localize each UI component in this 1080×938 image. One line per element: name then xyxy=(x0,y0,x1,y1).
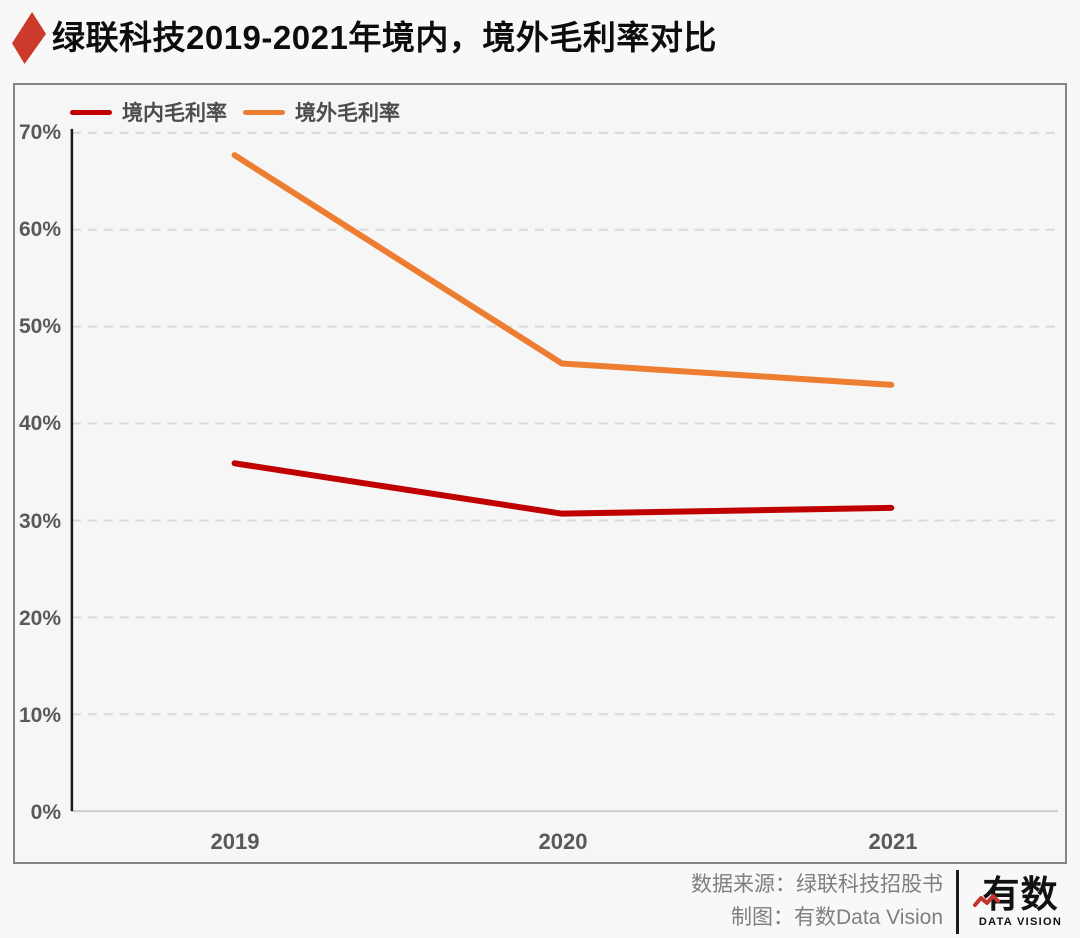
footer-divider xyxy=(956,870,959,934)
page-title: 绿联科技2019-2021年境内，境外毛利率对比 xyxy=(52,18,717,56)
x-tick-label: 2020 xyxy=(538,829,588,854)
chart-legend: 境内毛利率 境外毛利率 xyxy=(70,97,400,127)
series-line-境内毛利率 xyxy=(231,460,895,517)
legend-item-domestic: 境内毛利率 xyxy=(70,97,227,127)
legend-label-overseas: 境外毛利率 xyxy=(295,102,400,125)
overseas-line-swatch-icon xyxy=(243,109,285,115)
source-credits: 数据来源：绿联科技招股书 制图：有数Data Vision xyxy=(691,869,943,934)
chart-card: 0% 10% 20% 30% 40% 50% 60% 70% 2019 2020 2021 境内毛利… xyxy=(13,83,1067,864)
y-tick-label: 30% xyxy=(18,509,61,533)
footer: 数据来源：绿联科技招股书 制图：有数Data Vision 有数 DATA VI… xyxy=(0,866,1069,938)
line-chart xyxy=(70,128,1059,813)
y-tick-label: 40% xyxy=(18,412,61,436)
domestic-line-swatch-icon xyxy=(70,109,112,115)
y-tick-label: 0% xyxy=(30,801,61,824)
y-tick-label: 70% xyxy=(18,121,61,144)
data-vision-logo: 有数 DATA VISION xyxy=(972,876,1069,928)
header: 绿联科技2019-2021年境内，境外毛利率对比 xyxy=(12,12,717,64)
y-tick-label: 10% xyxy=(18,703,61,727)
y-tick-label: 60% xyxy=(18,218,61,242)
data-source-line: 数据来源：绿联科技招股书 xyxy=(691,873,943,897)
x-tick-label: 2019 xyxy=(210,829,260,854)
chart-credit-line: 制图：有数Data Vision xyxy=(730,906,943,929)
logo-subtitle: DATA VISION xyxy=(978,916,1063,928)
series-line-境外毛利率 xyxy=(231,152,895,388)
legend-item-overseas: 境外毛利率 xyxy=(243,97,400,127)
logo-wordmark: 有数 xyxy=(982,874,1059,915)
y-tick-label: 50% xyxy=(18,315,61,339)
line-chart-zigzag-icon xyxy=(973,894,1000,907)
legend-label-domestic: 境内毛利率 xyxy=(122,102,227,125)
y-tick-label: 20% xyxy=(18,606,61,630)
x-tick-label: 2021 xyxy=(868,829,918,854)
title-marker-icon xyxy=(12,12,46,64)
